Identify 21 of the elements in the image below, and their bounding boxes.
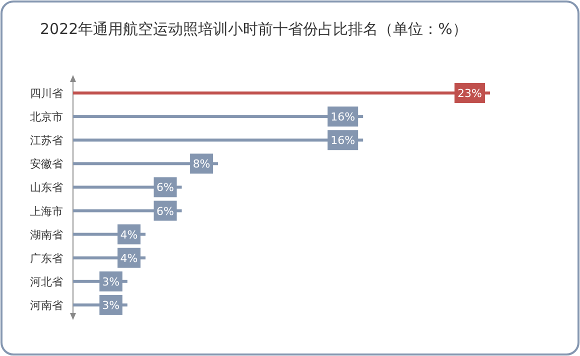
y-tick-label: 山东省 [30,181,63,194]
y-tick-label: 上海市 [30,204,63,218]
y-tick-label: 河南省 [30,298,63,312]
data-label: 4% [120,228,138,242]
data-label: 6% [156,204,174,218]
data-label: 3% [102,275,120,288]
y-tick-label: 河北省 [30,275,63,288]
chart-title: 2022年通用航空运动照培训小时前十省份占比排名（单位：%） [40,20,468,38]
y-tick-label: 四川省 [30,87,63,100]
data-label: 6% [156,181,174,194]
y-tick-label: 广东省 [30,252,63,265]
y-tick-label: 安徽省 [30,158,63,171]
data-label: 23% [458,87,482,100]
data-label: 8% [192,158,210,171]
y-tick-label: 湖南省 [30,228,63,242]
data-label: 16% [330,110,356,124]
data-label: 16% [330,134,356,148]
y-tick-label: 江苏省 [30,134,63,148]
data-label: 4% [120,252,138,265]
data-label: 3% [102,298,120,312]
y-tick-label: 北京市 [30,110,63,124]
